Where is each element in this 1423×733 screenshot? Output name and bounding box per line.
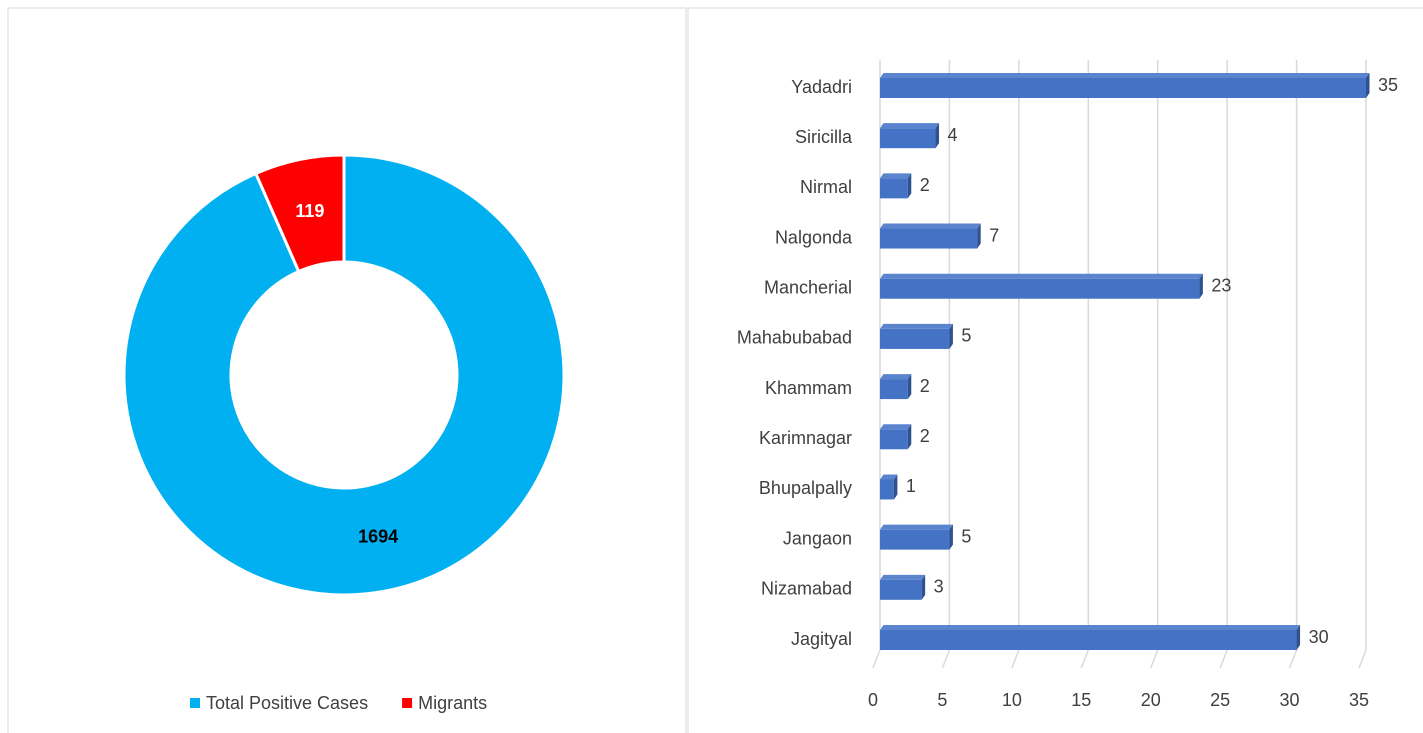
x-tick-label: 20: [1141, 690, 1161, 710]
bar-side: [907, 374, 912, 400]
legend-swatch: [402, 698, 413, 708]
bar-side: [1296, 625, 1301, 650]
x-tick-label: 15: [1071, 690, 1091, 710]
bar-side: [949, 323, 953, 349]
data-label: 7: [989, 225, 999, 245]
bar: [880, 128, 936, 149]
bar: [880, 630, 1297, 650]
bar-top: [880, 73, 1370, 78]
right-panel: [687, 7, 1423, 733]
bar-top: [880, 323, 953, 329]
bar-top: [880, 223, 981, 229]
data-label: 5: [961, 526, 971, 546]
x-tick-label: 5: [937, 690, 947, 710]
data-label: 3: [934, 577, 944, 597]
bar-side: [977, 223, 981, 249]
bar: [880, 228, 978, 249]
bar-side: [921, 574, 926, 600]
bar-side: [907, 173, 912, 199]
y-tick-label: Jangaon: [783, 528, 852, 548]
y-tick-label: Khammam: [765, 378, 852, 398]
doughnut-slice: [253, 153, 346, 274]
y-tick-label: Nizamabad: [761, 579, 852, 599]
bar-side: [907, 424, 912, 450]
bar-top: [880, 424, 912, 430]
data-label: 1694: [358, 527, 398, 547]
bar: [880, 429, 908, 450]
data-label: 2: [920, 376, 930, 396]
bar: [880, 529, 950, 550]
bar-top: [880, 524, 953, 530]
data-label: 4: [948, 125, 958, 145]
bar-top: [880, 173, 912, 179]
bar-side: [1199, 273, 1203, 299]
bar: [880, 579, 922, 600]
y-tick-label: Mancherial: [764, 277, 852, 297]
bar: [880, 278, 1200, 299]
bar: [880, 328, 950, 349]
y-tick-label: Yadadri: [791, 77, 852, 97]
bar-side: [935, 123, 940, 149]
bar-top: [880, 574, 926, 580]
bar: [880, 78, 1366, 98]
data-label: 35: [1378, 75, 1398, 95]
bar-top: [880, 273, 1203, 279]
y-tick-label: Karimnagar: [759, 428, 852, 448]
bar-top: [880, 474, 898, 480]
doughnut-slice: [122, 153, 566, 597]
x-tick-label: 10: [1002, 690, 1022, 710]
grid-line: [1358, 60, 1367, 669]
y-tick-label: Mahabubabad: [737, 328, 852, 348]
bar-side: [949, 524, 953, 550]
data-label: 2: [920, 175, 930, 195]
data-label: 119: [295, 201, 324, 221]
bar-top: [880, 374, 912, 380]
y-tick-label: Jagityal: [791, 629, 852, 649]
x-tick-label: 25: [1210, 690, 1230, 710]
x-tick-label: 30: [1280, 690, 1300, 710]
bar-top: [880, 123, 940, 129]
data-label: 5: [961, 326, 971, 346]
y-tick-label: Nirmal: [800, 177, 852, 197]
y-tick-label: Siricilla: [795, 127, 853, 147]
x-tick-label: 0: [868, 690, 878, 710]
legend-label: Total Positive Cases: [206, 693, 368, 713]
bar-top: [880, 625, 1301, 630]
bar-side: [1366, 73, 1370, 98]
y-tick-label: Bhupalpally: [759, 478, 852, 498]
bar: [880, 379, 908, 400]
legend-swatch: [190, 698, 200, 708]
bar: [880, 178, 908, 199]
bar-side: [893, 474, 898, 500]
y-tick-label: Nalgonda: [775, 227, 853, 247]
left-panel: [7, 7, 687, 733]
x-tick-label: 35: [1349, 690, 1369, 710]
legend-label: Migrants: [418, 693, 487, 713]
bar: [880, 479, 894, 500]
data-label: 30: [1309, 627, 1329, 647]
data-label: 23: [1211, 275, 1231, 295]
data-label: 1: [906, 476, 916, 496]
data-label: 2: [920, 426, 930, 446]
